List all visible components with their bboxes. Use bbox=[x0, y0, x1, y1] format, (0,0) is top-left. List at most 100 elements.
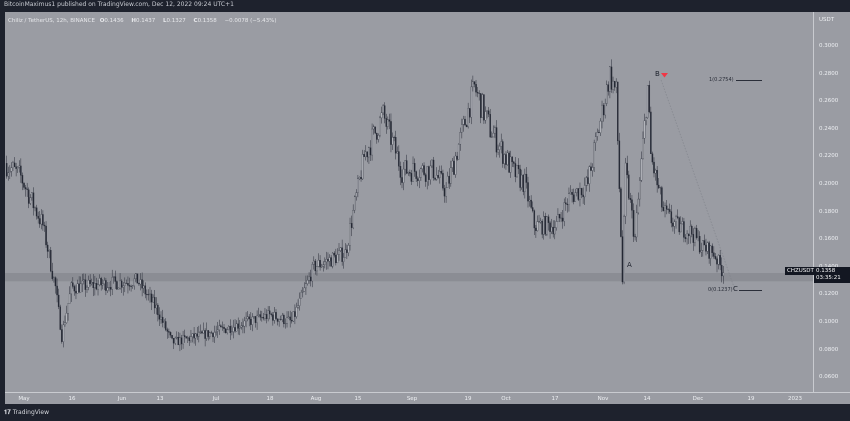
candle bbox=[15, 166, 17, 169]
candle bbox=[601, 104, 603, 122]
candle bbox=[684, 237, 687, 239]
time-tick: Dec bbox=[692, 396, 704, 402]
candle bbox=[161, 316, 164, 323]
candle bbox=[593, 142, 595, 168]
change-value: −0.0078 (−5.43%) bbox=[224, 18, 277, 24]
candle bbox=[691, 226, 693, 235]
candle bbox=[267, 310, 269, 319]
candle bbox=[399, 166, 402, 178]
candle bbox=[664, 205, 666, 211]
point-c-label: C bbox=[733, 285, 738, 293]
candle bbox=[709, 245, 712, 259]
c-label: C bbox=[193, 18, 198, 24]
candle bbox=[612, 80, 614, 90]
candle bbox=[689, 226, 691, 237]
candle bbox=[511, 156, 513, 163]
candle bbox=[68, 293, 71, 304]
candle bbox=[402, 168, 405, 183]
candle bbox=[59, 306, 61, 330]
candle bbox=[716, 258, 718, 265]
candle bbox=[494, 127, 496, 134]
candle bbox=[557, 214, 559, 222]
candle bbox=[54, 277, 57, 287]
candle bbox=[317, 260, 320, 267]
tradingview-logo[interactable]: 𝟏𝟕 TradingView bbox=[4, 409, 49, 417]
price-tick: 0.2200 bbox=[819, 153, 839, 160]
time-tick: Jun bbox=[117, 396, 127, 402]
candle bbox=[75, 290, 77, 294]
tv-logo-icon: 𝟏𝟕 bbox=[4, 409, 13, 416]
candle bbox=[342, 257, 345, 262]
time-tick: 17 bbox=[551, 396, 559, 402]
candle bbox=[281, 315, 284, 320]
candle bbox=[62, 324, 65, 342]
candle bbox=[278, 319, 280, 322]
candle bbox=[571, 192, 573, 195]
candle bbox=[286, 317, 288, 324]
candle bbox=[481, 94, 484, 118]
candle bbox=[227, 326, 230, 330]
time-tick: 13 bbox=[156, 396, 164, 402]
candle bbox=[147, 294, 150, 296]
candle bbox=[579, 188, 581, 200]
candle bbox=[587, 177, 589, 184]
candle bbox=[21, 175, 24, 184]
candle bbox=[637, 198, 640, 214]
candle bbox=[495, 127, 498, 153]
candle bbox=[372, 126, 375, 130]
candle bbox=[250, 318, 252, 325]
candle bbox=[152, 297, 154, 303]
candle bbox=[513, 161, 515, 164]
candle bbox=[536, 221, 539, 231]
candle bbox=[283, 315, 285, 324]
candle bbox=[153, 297, 156, 309]
candle bbox=[221, 326, 224, 328]
candle bbox=[431, 159, 433, 167]
candle bbox=[547, 216, 550, 223]
candle bbox=[626, 162, 628, 176]
candle bbox=[524, 173, 526, 192]
candle bbox=[232, 327, 235, 332]
candle bbox=[139, 279, 142, 285]
candle bbox=[702, 240, 704, 251]
candle bbox=[169, 332, 172, 336]
price-tick: 0.1800 bbox=[819, 208, 839, 215]
candle bbox=[302, 291, 304, 293]
candle bbox=[617, 81, 619, 142]
fib-0-line[interactable] bbox=[739, 290, 762, 291]
candle bbox=[687, 233, 690, 237]
candle bbox=[179, 337, 181, 346]
candle bbox=[590, 166, 592, 171]
candle bbox=[450, 167, 452, 184]
candle bbox=[90, 282, 93, 284]
candle bbox=[289, 316, 291, 321]
candle bbox=[202, 330, 205, 334]
candle bbox=[541, 220, 543, 235]
candle bbox=[298, 298, 301, 306]
candle bbox=[87, 280, 90, 288]
candle bbox=[618, 140, 621, 189]
candle bbox=[164, 321, 167, 330]
candle bbox=[127, 283, 129, 286]
fib-1-line[interactable] bbox=[736, 80, 762, 81]
candle bbox=[609, 66, 611, 92]
chart-pane[interactable] bbox=[5, 12, 850, 404]
candle bbox=[629, 198, 632, 200]
candle bbox=[445, 187, 447, 197]
candle bbox=[429, 165, 432, 180]
candle bbox=[114, 276, 117, 282]
candle bbox=[190, 336, 192, 341]
candle bbox=[432, 159, 435, 179]
candle bbox=[451, 160, 454, 168]
candle bbox=[157, 304, 159, 315]
candle bbox=[489, 114, 491, 138]
candle bbox=[331, 252, 334, 267]
candle bbox=[565, 202, 567, 205]
candle bbox=[628, 174, 630, 199]
candle bbox=[643, 120, 646, 139]
candle bbox=[72, 282, 74, 287]
b-to-c-line bbox=[660, 79, 736, 291]
candle bbox=[692, 234, 695, 243]
candle bbox=[254, 316, 257, 323]
candle bbox=[475, 84, 477, 93]
